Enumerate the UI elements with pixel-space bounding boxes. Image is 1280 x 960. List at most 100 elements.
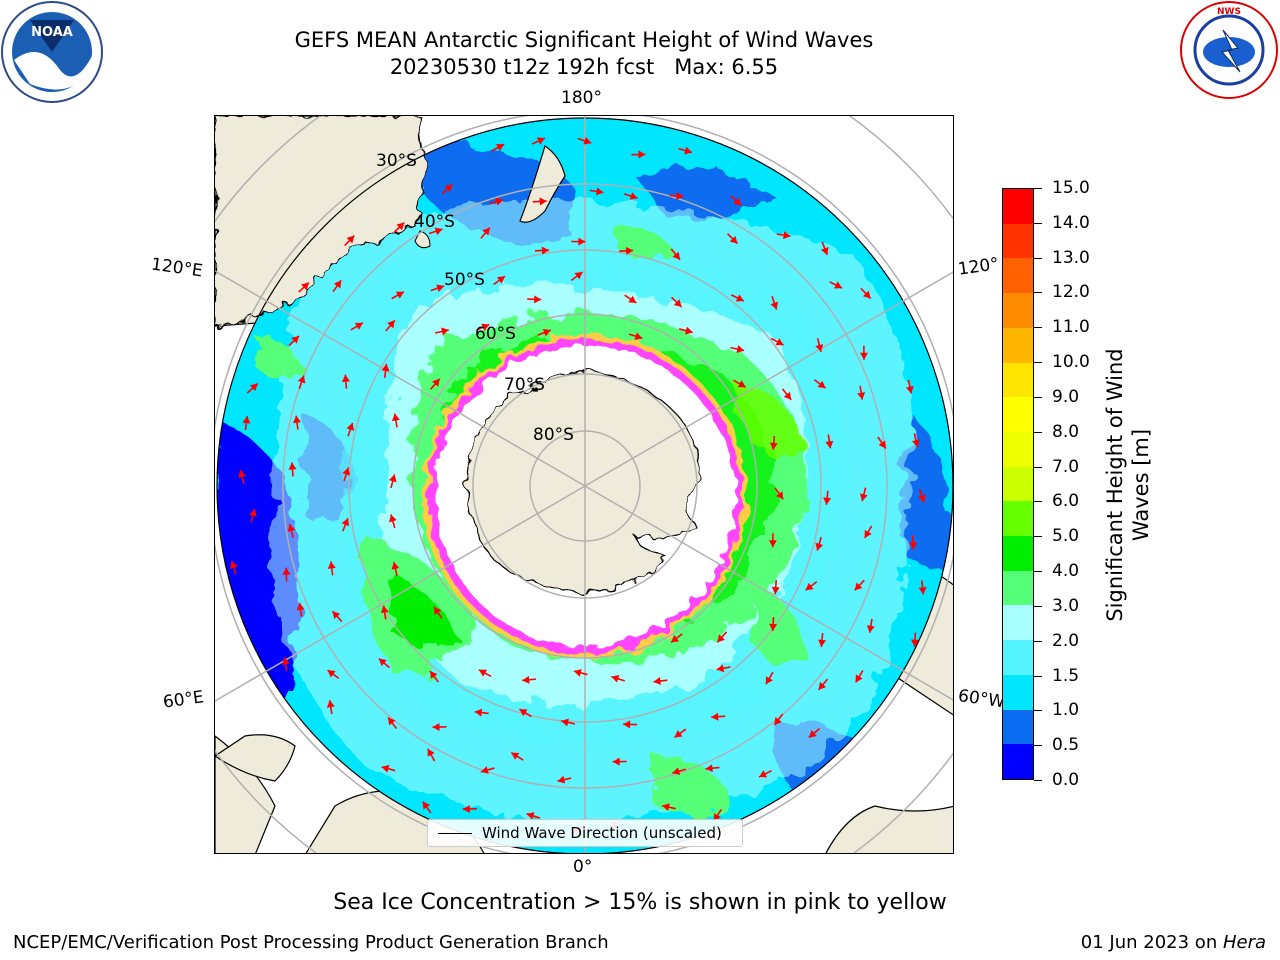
wave-arrow-head bbox=[854, 582, 863, 591]
wave-arrow-head bbox=[287, 524, 296, 532]
colorbar-tick bbox=[1034, 780, 1042, 781]
wave-arrow-head bbox=[434, 227, 443, 236]
colorbar-segment bbox=[1003, 500, 1033, 537]
colorbar-tick-label: 13.0 bbox=[1052, 247, 1090, 268]
wave-arrow-head bbox=[522, 675, 530, 684]
wave-arrow-head bbox=[297, 375, 306, 384]
nws-logo: NWS bbox=[1180, 1, 1278, 99]
wave-arrow-head bbox=[612, 757, 620, 766]
wave-arrow-head bbox=[301, 282, 310, 291]
wave-arrow-head bbox=[820, 246, 829, 255]
colorbar-tick bbox=[1034, 745, 1042, 747]
colorbar-tick bbox=[1034, 536, 1042, 538]
colorbar-tick-label: 5.0 bbox=[1052, 526, 1080, 547]
legend-label: Wind Wave Direction (unscaled) bbox=[482, 824, 722, 842]
wave-arrow-head bbox=[381, 764, 390, 773]
wave-arrow-head bbox=[557, 775, 566, 784]
lat-label-80s: 80°S bbox=[533, 425, 574, 445]
wave-arrow-head bbox=[808, 729, 817, 738]
wave-arrow-head bbox=[291, 335, 300, 344]
wave-arrow-head bbox=[855, 674, 863, 683]
wave-arrow-head bbox=[354, 322, 363, 330]
footer-branch: NCEP/EMC/Verification Post Processing Pr… bbox=[13, 932, 609, 953]
wave-arrow-head bbox=[759, 770, 768, 778]
lon-label-120w: 120°W bbox=[956, 254, 1000, 280]
wave-arrow-head bbox=[378, 658, 387, 667]
wave-arrow-head bbox=[238, 470, 246, 478]
antarctica bbox=[466, 371, 700, 592]
wave-arrow-head bbox=[541, 246, 550, 255]
polar-map bbox=[215, 116, 953, 853]
wave-arrow-head bbox=[396, 222, 405, 231]
colorbar-tick bbox=[1034, 222, 1042, 224]
wave-arrow-head bbox=[783, 231, 791, 240]
wave-arrow-head bbox=[737, 380, 746, 388]
colorbar-tick bbox=[1034, 362, 1042, 364]
wave-arrow-head bbox=[864, 529, 872, 539]
wave-arrow-head bbox=[783, 391, 792, 400]
colorbar-segment bbox=[1003, 709, 1033, 745]
wave-arrow-head bbox=[427, 748, 435, 757]
sea-ice-caption: Sea Ice Concentration > 15% is shown in … bbox=[333, 890, 947, 915]
graticule bbox=[215, 116, 953, 853]
wave-arrow-head bbox=[905, 385, 914, 394]
wave-arrow-head bbox=[805, 582, 814, 591]
footer-machine: Hera bbox=[1222, 932, 1266, 953]
colorbar-tick-label: 12.0 bbox=[1052, 282, 1090, 303]
wave-arrow-head bbox=[596, 187, 604, 196]
lon-label-0: 0° bbox=[573, 857, 593, 877]
wave-arrow-head bbox=[834, 281, 843, 289]
wave-arrow-head bbox=[769, 442, 778, 450]
wave-arrow-head bbox=[866, 625, 875, 633]
wave-arrow-head bbox=[333, 280, 342, 289]
wave-arrow-head bbox=[910, 639, 919, 647]
wave-arrow-head bbox=[628, 295, 637, 303]
lat-label-40s: 40°S bbox=[414, 212, 455, 232]
wave-arrow-head bbox=[388, 717, 396, 726]
wave-arrow-head bbox=[441, 327, 449, 336]
wave-arrow-head bbox=[391, 562, 400, 570]
colorbar-tick bbox=[1034, 396, 1042, 398]
colorbar-tick bbox=[1034, 675, 1042, 677]
colorbar-tick bbox=[1034, 571, 1042, 573]
wave-arrow-head bbox=[511, 752, 520, 760]
wave-arrow-head bbox=[769, 623, 778, 631]
colorbar-segment bbox=[1003, 188, 1033, 224]
lat-label-30s: 30°S bbox=[376, 151, 417, 171]
plot-subtitle: 20230530 t12z 192h fcst Max: 6.55 bbox=[389, 55, 779, 79]
svg-text:NWS: NWS bbox=[1217, 7, 1241, 17]
wave-arrow-head bbox=[444, 184, 453, 192]
colorbar-segment bbox=[1003, 466, 1033, 502]
wave-arrow-head bbox=[735, 294, 744, 302]
colorbar-segment bbox=[1003, 639, 1033, 675]
colorbar-tick-label: 15.0 bbox=[1052, 178, 1090, 198]
lon-label-60e: 60°E bbox=[161, 687, 206, 713]
colorbar-segment bbox=[1003, 674, 1033, 710]
colorbar-tick bbox=[1034, 188, 1042, 189]
wave-arrow-head bbox=[662, 803, 670, 812]
wave-arrow-head bbox=[671, 634, 680, 643]
wave-arrow-head bbox=[422, 801, 431, 810]
colorbar-tick-label: 4.0 bbox=[1052, 561, 1080, 582]
wave-arrow-head bbox=[673, 299, 682, 308]
wave-arrow-head bbox=[495, 197, 504, 206]
lon-label-180: 180° bbox=[561, 88, 602, 108]
colorbar-tick-label: 9.0 bbox=[1052, 386, 1080, 407]
footer-date-text: 01 Jun 2023 on bbox=[1080, 932, 1223, 953]
map-legend: Wind Wave Direction (unscaled) bbox=[427, 819, 743, 847]
colorbar-segment bbox=[1003, 570, 1033, 606]
wave-arrow-head bbox=[346, 235, 355, 244]
wave-arrow-head bbox=[391, 413, 400, 422]
wave-arrow-head bbox=[346, 422, 355, 431]
wave-arrow-head bbox=[911, 439, 920, 448]
colorbar-tick bbox=[1034, 710, 1042, 712]
colorbar-tick bbox=[1034, 431, 1042, 433]
wave-arrow-head bbox=[918, 494, 926, 503]
colorbar-tick bbox=[1034, 501, 1042, 503]
colorbar-segment bbox=[1003, 431, 1033, 467]
wave-arrow-head bbox=[341, 374, 350, 382]
colorbar-tick-label: 1.0 bbox=[1052, 700, 1080, 721]
wave-arrow-head bbox=[672, 251, 681, 260]
wave-arrow-head bbox=[281, 657, 290, 665]
wave-arrow-head bbox=[326, 700, 335, 708]
